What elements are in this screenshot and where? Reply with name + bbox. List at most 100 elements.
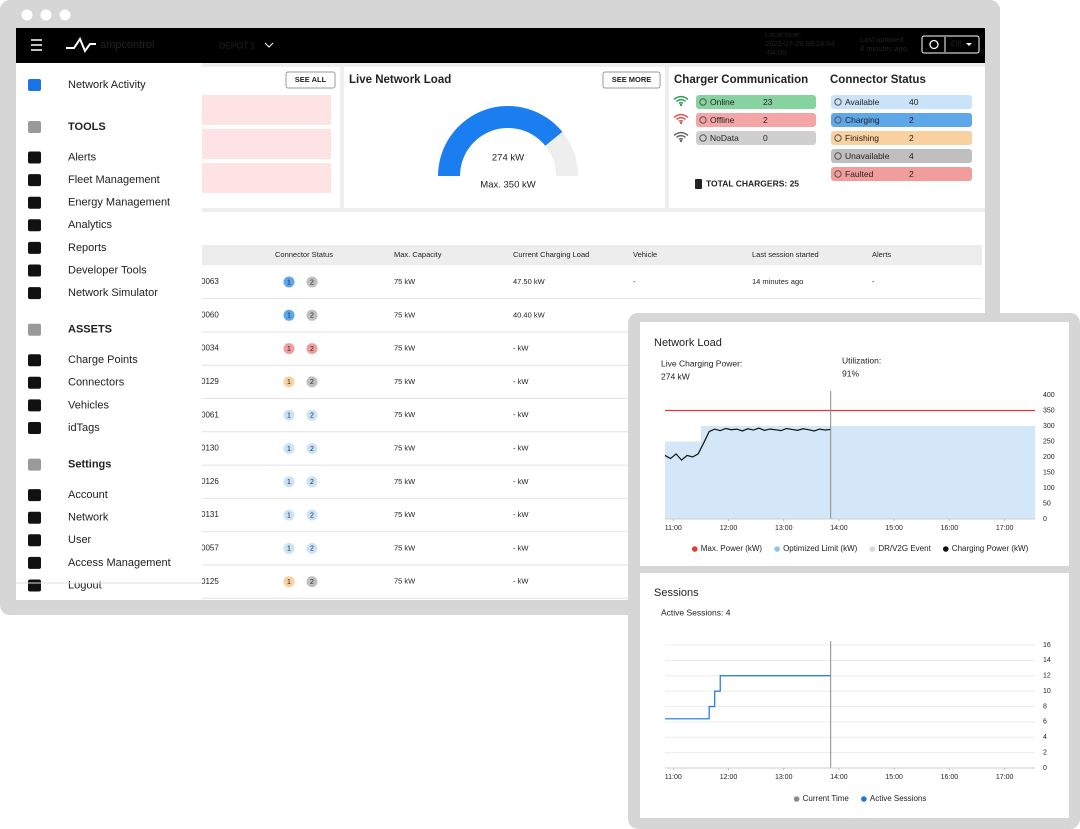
legend-label: Max. Power (kW) bbox=[701, 544, 763, 553]
charger-link[interactable]: 0125 bbox=[201, 577, 219, 586]
status-count: 4 bbox=[909, 151, 914, 161]
connector-label: 1 bbox=[287, 479, 291, 486]
connector-badge bbox=[283, 276, 295, 288]
pill-icon bbox=[699, 116, 707, 124]
nav-icon bbox=[28, 579, 41, 592]
wifi-icon bbox=[673, 131, 689, 136]
nav-item[interactable]: Network Simulator bbox=[68, 287, 158, 299]
connector-label: 1 bbox=[287, 379, 291, 386]
nav-icon bbox=[28, 489, 41, 502]
connector-label: 1 bbox=[287, 512, 291, 519]
card-title: Connector Status bbox=[830, 74, 926, 86]
legend-dot bbox=[774, 546, 780, 552]
table-cell: - kW bbox=[513, 377, 529, 386]
nav-item[interactable]: Charge Points bbox=[68, 354, 138, 366]
network-load-card bbox=[640, 322, 1069, 566]
connector-badge bbox=[283, 409, 295, 421]
status-pill bbox=[831, 113, 972, 127]
y-tick-label: 400 bbox=[1043, 392, 1055, 399]
wifi-icon bbox=[678, 101, 684, 104]
wifi-icon bbox=[673, 95, 689, 100]
nav-item-active[interactable]: Network Activity bbox=[68, 79, 146, 91]
nav-item[interactable]: Access Management bbox=[68, 557, 171, 569]
table-cell: - kW bbox=[513, 577, 529, 586]
see-more-button bbox=[602, 71, 661, 89]
charger-link[interactable]: 0060 bbox=[201, 310, 219, 319]
refresh-icon[interactable] bbox=[929, 39, 939, 50]
wifi-icon bbox=[676, 134, 686, 138]
charger-link[interactable]: 0057 bbox=[201, 544, 219, 553]
y-tick-label: 4 bbox=[1043, 734, 1047, 741]
nav-icon bbox=[28, 219, 41, 232]
nav-icon bbox=[28, 79, 41, 91]
nav-item[interactable]: User bbox=[68, 534, 92, 546]
status-count: 23 bbox=[763, 97, 773, 107]
status-label: Faulted bbox=[845, 169, 874, 179]
nav-icon bbox=[28, 458, 41, 471]
see-all[interactable]: SEE ALL bbox=[295, 75, 327, 84]
nav-item[interactable]: Developer Tools bbox=[68, 264, 147, 276]
y-tick-label: 2 bbox=[1043, 749, 1047, 756]
status-count: 2 bbox=[763, 115, 768, 125]
pill-icon bbox=[834, 152, 842, 160]
nav-item[interactable]: Energy Management bbox=[68, 197, 170, 209]
depot-select[interactable]: DEPOT 1 bbox=[219, 40, 255, 50]
charger-link[interactable]: 0061 bbox=[201, 410, 219, 419]
nav-icon bbox=[28, 399, 41, 412]
status-pill bbox=[831, 95, 972, 109]
table-header-row bbox=[150, 245, 982, 265]
pill-icon bbox=[834, 134, 842, 142]
nav-item[interactable]: Logout bbox=[68, 579, 102, 591]
gauge-value bbox=[438, 106, 563, 176]
caret bbox=[966, 43, 972, 46]
sessions-card bbox=[640, 573, 1069, 818]
card-title: Charger Communication bbox=[674, 74, 808, 86]
nav-item[interactable]: Reports bbox=[68, 242, 107, 254]
connector-badge bbox=[283, 576, 295, 588]
auto-refresh[interactable]: Off bbox=[951, 40, 962, 49]
see-all-button bbox=[285, 71, 336, 89]
nav-item[interactable]: idTags bbox=[68, 422, 100, 434]
connector-badge bbox=[283, 343, 295, 355]
table-cell: 75 kW bbox=[394, 277, 416, 286]
charger-link[interactable]: 0063 bbox=[201, 277, 219, 286]
local-time: 2022-07-29 09:24:54 bbox=[765, 39, 835, 48]
wifi-icon bbox=[673, 113, 689, 118]
table-cell: 75 kW bbox=[394, 577, 416, 586]
card-title: Sessions bbox=[654, 587, 699, 599]
charger-link[interactable]: 0131 bbox=[201, 510, 219, 519]
y-tick-label: 50 bbox=[1043, 500, 1051, 507]
connector-badge bbox=[306, 443, 318, 454]
status-count: 2 bbox=[909, 169, 914, 179]
charger-link[interactable]: 0130 bbox=[201, 444, 219, 453]
nav-icon bbox=[28, 354, 41, 367]
see-more[interactable]: SEE MORE bbox=[612, 75, 652, 84]
nav-item[interactable]: Vehicles bbox=[68, 399, 109, 411]
status-label: Unavailable bbox=[845, 151, 890, 161]
sidebar bbox=[16, 63, 202, 600]
nav-item[interactable]: Fleet Management bbox=[68, 174, 160, 186]
status-pill bbox=[696, 95, 816, 109]
charger-link[interactable]: 0126 bbox=[201, 477, 219, 486]
status-count: 2 bbox=[909, 133, 914, 143]
charger-link[interactable]: 0034 bbox=[201, 344, 219, 353]
pill-icon bbox=[834, 98, 842, 106]
status-count: 2 bbox=[909, 115, 914, 125]
nav-item[interactable]: Alerts bbox=[68, 151, 97, 163]
table-cell: - kW bbox=[513, 410, 529, 419]
nav-section: TOOLS bbox=[68, 121, 106, 133]
table-cell: - kW bbox=[513, 510, 529, 519]
nav-icon bbox=[28, 174, 41, 187]
connector-label: 1 bbox=[287, 279, 291, 286]
metric-label: Utilization: bbox=[842, 355, 881, 365]
gauge-track bbox=[545, 131, 578, 176]
status-label: Offline bbox=[710, 115, 735, 125]
connector-label: 1 bbox=[287, 446, 291, 453]
connector-label: 2 bbox=[310, 346, 314, 353]
nav-item[interactable]: Connectors bbox=[68, 377, 125, 389]
nav-item[interactable]: Analytics bbox=[68, 219, 113, 231]
charger-link[interactable]: 0129 bbox=[201, 377, 219, 386]
total-chargers: TOTAL CHARGERS: 25 bbox=[706, 178, 799, 188]
nav-item[interactable]: Account bbox=[68, 489, 108, 501]
nav-item[interactable]: Network bbox=[68, 512, 109, 524]
